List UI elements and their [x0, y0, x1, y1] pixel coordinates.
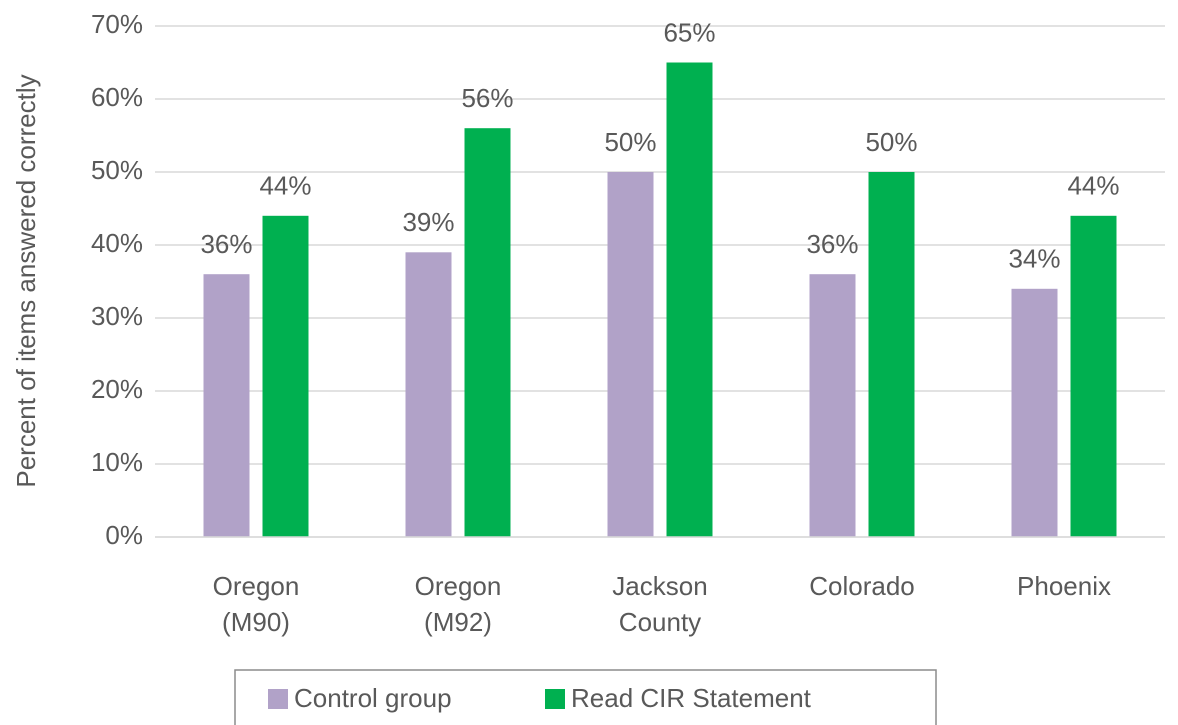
data-label: 65% [663, 17, 715, 47]
y-tick-label: 10% [91, 447, 143, 477]
bar [868, 172, 915, 537]
y-tick-label: 60% [91, 82, 143, 112]
y-tick-label: 30% [91, 301, 143, 331]
x-tick-label: Oregon (M92) [414, 571, 502, 637]
y-tick-label: 0% [105, 520, 143, 550]
x-tick-label: Jackson County [612, 571, 708, 637]
bar [1070, 215, 1117, 538]
data-label: 34% [1008, 244, 1060, 274]
bar [666, 62, 713, 537]
data-label: 56% [461, 83, 513, 113]
y-tick-label: 70% [91, 9, 143, 39]
bar [203, 274, 250, 537]
legend-swatch [545, 689, 565, 709]
bar [262, 215, 309, 538]
y-tick-label: 20% [91, 374, 143, 404]
x-tick-label: Phoenix [1017, 571, 1111, 601]
data-label: 36% [200, 229, 252, 259]
bar [405, 252, 452, 538]
x-tick-label: Colorado [809, 571, 915, 601]
bar [809, 274, 856, 537]
y-tick-label: 40% [91, 228, 143, 258]
y-axis-label: Percent of items answered correctly [11, 74, 41, 487]
y-tick-label: 50% [91, 155, 143, 185]
legend-label: Control group [294, 683, 452, 713]
legend-box [234, 669, 937, 725]
x-tick-label: Oregon (M90) [212, 571, 300, 637]
data-label: 44% [259, 171, 311, 201]
bar [464, 128, 511, 537]
data-label: 50% [865, 127, 917, 157]
legend-swatch [268, 689, 288, 709]
data-label: 44% [1067, 171, 1119, 201]
legend-label: Read CIR Statement [571, 683, 812, 713]
data-label: 50% [604, 127, 656, 157]
data-label: 39% [402, 207, 454, 237]
data-label: 36% [806, 229, 858, 259]
bar [1011, 288, 1058, 537]
bar [607, 172, 654, 537]
